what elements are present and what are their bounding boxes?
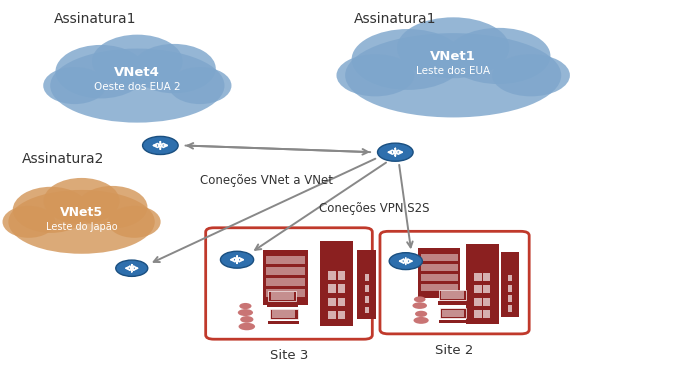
Bar [475,310,482,318]
Bar [508,285,512,292]
Ellipse shape [414,317,428,324]
Circle shape [377,143,413,161]
Bar [421,264,458,271]
Text: Coneções VPN S2S: Coneções VPN S2S [318,203,429,215]
Circle shape [116,260,148,276]
Bar [484,285,491,293]
Bar [357,250,377,319]
Ellipse shape [239,323,255,330]
Ellipse shape [50,49,225,123]
Ellipse shape [3,206,55,238]
Ellipse shape [108,206,160,238]
Ellipse shape [238,309,253,316]
Ellipse shape [492,54,570,96]
Bar [466,245,498,324]
Bar [501,251,519,317]
Bar [338,297,345,306]
Text: Assinatura1: Assinatura1 [354,12,436,26]
Circle shape [239,303,251,309]
Circle shape [220,251,253,268]
Ellipse shape [8,190,155,254]
Ellipse shape [447,28,550,84]
Bar [365,274,369,281]
Ellipse shape [412,302,427,309]
Bar [419,248,460,298]
Bar [421,274,458,281]
Ellipse shape [345,33,561,118]
Ellipse shape [397,17,510,78]
Text: Site 2: Site 2 [435,344,474,357]
Bar [484,273,491,281]
Bar [442,291,463,299]
Circle shape [143,137,178,154]
Bar [338,311,345,319]
Bar [265,278,305,286]
Text: Assinatura2: Assinatura2 [22,152,105,166]
Circle shape [414,296,426,302]
Bar [421,254,458,261]
Bar [338,271,345,280]
Ellipse shape [43,67,106,104]
Bar [338,284,345,293]
Bar [365,296,369,303]
Text: Coneções VNet a VNet: Coneções VNet a VNet [200,174,333,187]
Bar [328,284,336,293]
Bar [508,295,512,302]
Bar [484,297,491,306]
Bar [328,297,336,306]
Text: VNet1: VNet1 [430,50,476,63]
Ellipse shape [337,54,414,96]
Bar [271,292,294,300]
Bar [365,307,369,314]
Bar [270,309,298,319]
Ellipse shape [77,186,148,228]
Bar [265,289,305,297]
Ellipse shape [13,187,89,233]
Text: Oeste dos EUA 2: Oeste dos EUA 2 [94,82,181,92]
Bar [440,308,466,318]
Text: VNet5: VNet5 [60,206,103,219]
Bar [442,310,464,317]
Bar [508,306,512,312]
Ellipse shape [132,44,216,93]
Bar [475,273,482,281]
Bar [262,250,308,305]
Bar [328,311,336,319]
Bar [267,303,298,307]
Text: Leste dos EUA: Leste dos EUA [416,66,490,76]
Bar [268,291,296,301]
Ellipse shape [351,29,464,90]
FancyBboxPatch shape [380,231,529,334]
Bar [268,320,299,324]
Text: Site 3: Site 3 [270,349,308,362]
Text: Leste do Japão: Leste do Japão [46,222,118,232]
Bar [438,301,467,305]
Bar [272,310,295,318]
Bar [265,268,305,275]
Ellipse shape [169,67,232,104]
Bar [421,284,458,291]
Circle shape [415,311,427,317]
Bar [439,320,468,323]
Bar [508,275,512,281]
Bar [475,285,482,293]
Ellipse shape [92,35,183,88]
Circle shape [389,253,422,270]
Bar [320,241,354,326]
Bar [484,310,491,318]
Text: VNet4: VNet4 [114,66,160,79]
Bar [328,271,336,280]
Text: Assinatura1: Assinatura1 [54,12,136,26]
Bar [365,285,369,292]
Bar [439,290,466,300]
Bar [475,297,482,306]
Circle shape [240,316,253,323]
Bar [265,256,305,264]
Ellipse shape [43,178,120,224]
FancyBboxPatch shape [206,228,372,339]
Ellipse shape [55,45,146,99]
